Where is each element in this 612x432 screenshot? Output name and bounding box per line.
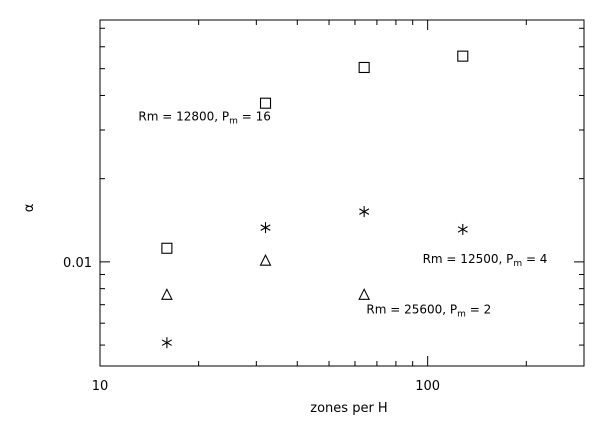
- annotation-label: Rm = 25600, Pm = 2: [366, 303, 491, 320]
- annotation-label: Rm = 12800, Pm = 16: [138, 109, 270, 126]
- x-tick-label: 10: [92, 379, 109, 394]
- asterisk-stroke: [161, 339, 172, 346]
- triangle-marker: [160, 288, 173, 300]
- annotation-value: = 16: [238, 109, 271, 123]
- asterisk-stroke: [359, 208, 370, 215]
- x-tick-label: 100: [415, 379, 440, 394]
- asterisk-marker: [359, 206, 370, 218]
- data-points: [160, 50, 469, 349]
- asterisk-stroke: [457, 226, 468, 233]
- annotation-value: = 4: [522, 252, 547, 266]
- y-tick-label: 0.01: [63, 256, 92, 271]
- triangle-marker: [259, 253, 272, 266]
- annotation-subscript: m: [229, 116, 238, 126]
- y-axis-title: α: [22, 204, 37, 213]
- annotation-text: Rm = 12800, P: [138, 109, 229, 123]
- asterisk-stroke: [260, 224, 271, 231]
- square-marker: [161, 242, 173, 254]
- square-marker: [259, 97, 272, 109]
- annotation-value: = 2: [466, 303, 491, 317]
- triangle-marker: [358, 288, 371, 300]
- annotation-subscript: m: [457, 310, 466, 320]
- asterisk-marker: [260, 222, 271, 234]
- annotation-label: Rm = 12500, Pm = 4: [423, 252, 548, 269]
- square-marker: [358, 61, 370, 74]
- x-axis: 10 100: [92, 20, 585, 394]
- square-marker: [457, 50, 469, 62]
- asterisk-marker: [457, 223, 468, 235]
- y-axis: 0.01: [63, 27, 584, 346]
- annotation-subscript: m: [513, 259, 522, 269]
- annotation-text: Rm = 12500, P: [423, 252, 514, 266]
- asterisk-marker: [161, 337, 172, 349]
- plot-frame: [99, 19, 585, 367]
- x-axis-title: zones per H: [310, 401, 387, 416]
- annotation-text: Rm = 25600, P: [366, 303, 457, 317]
